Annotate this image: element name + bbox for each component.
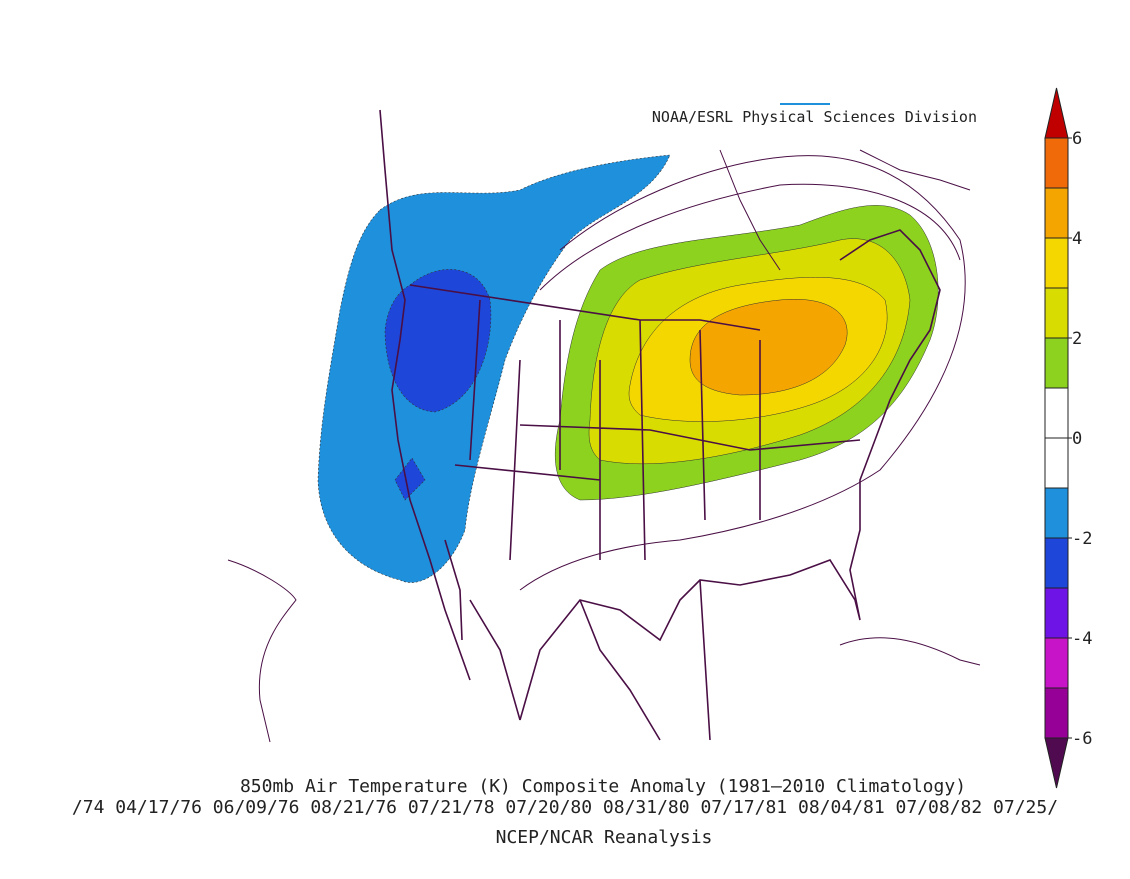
contour — [539, 183, 961, 291]
colorbar-cell — [1044, 537, 1069, 589]
colorbar-cell — [1044, 287, 1069, 339]
colorbar-tick-label: 2 — [1072, 329, 1082, 349]
colorbar-tick-label: 4 — [1072, 229, 1082, 249]
colorbar-cell — [1044, 437, 1069, 489]
dates: /74 04/17/76 06/09/76 08/21/76 07/21/78 … — [72, 797, 1058, 818]
colorbar-tick-label: 0 — [1072, 429, 1082, 449]
canada-coast — [719, 149, 971, 271]
colorbar-cell — [1044, 587, 1069, 639]
colorbar-extension — [1044, 87, 1069, 139]
warm-anomaly-4 — [689, 298, 848, 396]
colorbar-cell — [1044, 187, 1069, 239]
cuba — [839, 637, 981, 666]
pacific-contour — [227, 559, 297, 743]
colorbar-tick-label: -2 — [1072, 529, 1092, 549]
map — [227, 103, 981, 743]
colorbar-tick-label: -6 — [1072, 729, 1092, 749]
contour — [519, 155, 966, 591]
source: NCEP/NCAR Reanalysis — [496, 827, 713, 848]
colorbar-cell — [1044, 387, 1069, 439]
colorbar-tick-label: -4 — [1072, 629, 1092, 649]
colorbar-cell — [1044, 237, 1069, 289]
credit: NOAA/ESRL Physical Sciences Division — [652, 108, 977, 126]
colorbar-cell — [1044, 137, 1069, 189]
coastline — [519, 229, 941, 721]
colorbar: -6 -4 -2 0 2 4 6 — [1044, 87, 1092, 789]
coastline — [379, 109, 521, 721]
cold-core — [394, 457, 426, 501]
cold-core — [384, 269, 492, 413]
colorbar-cell — [1044, 687, 1069, 739]
colorbar-cell — [1044, 637, 1069, 689]
colorbar-cell — [1044, 337, 1069, 389]
border — [409, 284, 861, 561]
title: 850mb Air Temperature (K) Composite Anom… — [240, 776, 966, 797]
gulf-coast — [579, 579, 711, 741]
colorbar-tick-label: 6 — [1072, 129, 1082, 149]
colorbar-cell — [1044, 487, 1069, 539]
